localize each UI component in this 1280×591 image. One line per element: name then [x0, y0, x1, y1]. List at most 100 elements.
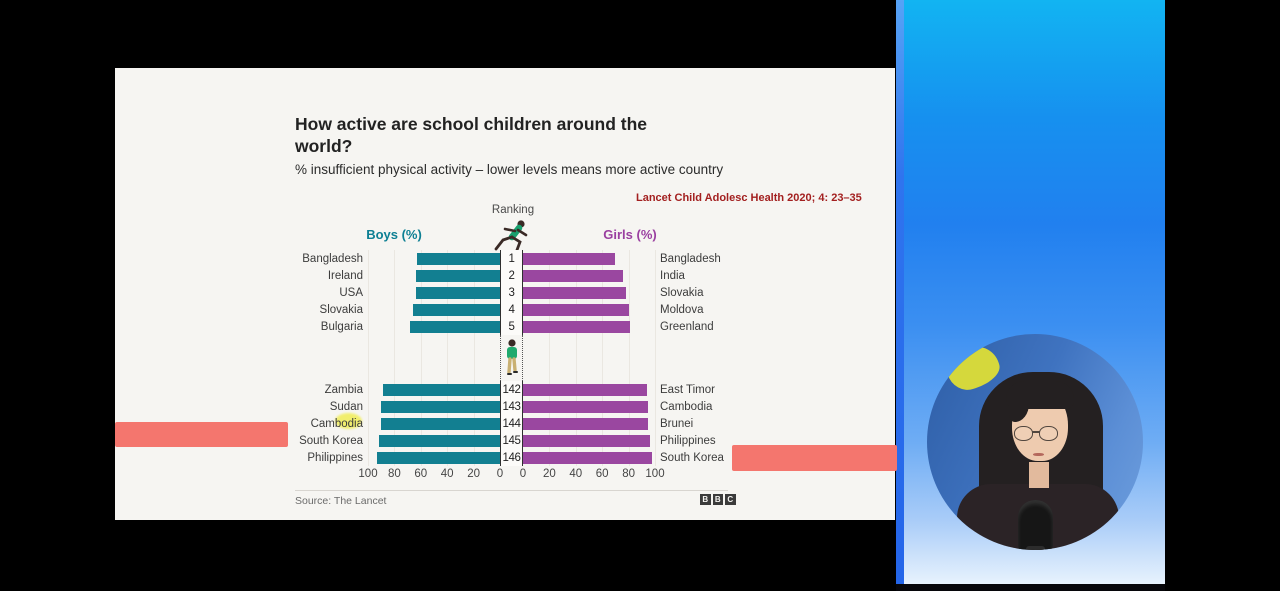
chart-row: Bulgaria 5 Greenland: [115, 318, 895, 335]
axis-tick-label: 40: [569, 468, 583, 480]
girls-country-label: Brunei: [660, 417, 694, 430]
girls-bar: [523, 286, 626, 299]
microphone-clamp: [1026, 546, 1045, 550]
boys-bar: [381, 400, 500, 413]
girls-bar: [523, 269, 624, 282]
boys-bar-zone: [368, 415, 500, 432]
girls-series-label: Girls (%): [603, 227, 657, 242]
bbc-logo-letter: C: [725, 494, 736, 505]
microphone-icon: [1018, 500, 1053, 550]
boys-bar: [415, 286, 500, 299]
yellow-highlight-marker: [335, 413, 362, 429]
footer-divider: [295, 490, 728, 491]
girls-bar-zone: [523, 267, 655, 284]
rank-number: 144: [502, 417, 521, 430]
chart-row: South Korea 145 Philippines: [115, 432, 895, 449]
speaker-mouth: [1033, 453, 1044, 457]
rank-number: 146: [502, 451, 521, 464]
speaker-bang-sweep: [1009, 396, 1029, 422]
girls-bar: [523, 383, 648, 396]
citation-reference: Lancet Child Adolesc Health 2020; 4: 23–…: [636, 192, 862, 204]
girls-bar: [523, 434, 650, 447]
axis-tick-label: 40: [440, 468, 454, 480]
girls-bar: [523, 400, 648, 413]
sedentary-person-icon: [506, 339, 518, 375]
boys-bar-zone: [368, 284, 500, 301]
glasses-bridge: [1032, 431, 1040, 433]
boys-bar: [382, 383, 500, 396]
panel-bottom-black-bar: [896, 584, 1165, 591]
axis-tick-label: 100: [358, 468, 378, 480]
bbc-logo-letter: B: [700, 494, 711, 505]
girls-country-label: East Timor: [660, 383, 715, 396]
boys-bar: [416, 252, 500, 265]
boys-bar-zone: [368, 301, 500, 318]
glasses-right-lens: [1039, 426, 1058, 441]
axis-tick-label: 0: [519, 468, 527, 480]
chart-row: Cambodia 144 Brunei: [115, 415, 895, 432]
rank-value: 142: [500, 381, 523, 398]
axis-tick-label: 20: [542, 468, 556, 480]
runner-icon: [494, 220, 528, 252]
panel-left-border: [896, 0, 904, 591]
rank-value: 4: [500, 301, 523, 318]
gridline: [447, 250, 449, 466]
girls-bar-zone: [523, 415, 655, 432]
boys-bar-zone: [368, 267, 500, 284]
boys-bar-zone: [368, 318, 500, 335]
chart-bottom-ranked-section: Zambia 142 East Timor Sudan 143 Cambodia Cambo…: [115, 381, 895, 466]
slide-title: How active are school children around th…: [295, 114, 648, 157]
girls-country-label: Philippines: [660, 434, 716, 447]
chart-row: USA 3 Slovakia: [115, 284, 895, 301]
rank-value: 5: [500, 318, 523, 335]
boys-bar: [376, 451, 500, 464]
boys-bar: [410, 320, 500, 333]
girls-bar: [523, 320, 630, 333]
chart-row: Zambia 142 East Timor: [115, 381, 895, 398]
boys-country-label: Ireland: [327, 269, 363, 282]
rank-number: 142: [502, 383, 521, 396]
girls-bar-zone: [523, 449, 655, 466]
boys-series-label: Boys (%): [366, 227, 422, 242]
rank-value: 3: [500, 284, 523, 301]
slide-subtitle: % insufficient physical activity – lower…: [295, 162, 724, 177]
boys-country-label: Bangladesh: [302, 252, 363, 265]
chart-row: Slovakia 4 Moldova: [115, 301, 895, 318]
rank-number: 5: [508, 320, 515, 333]
pink-highlight-bar-left: [115, 422, 288, 447]
rank-number: 1: [508, 252, 515, 265]
boys-country-label: Slovakia: [319, 303, 363, 316]
girls-bar-zone: [523, 432, 655, 449]
gridline: [602, 250, 604, 466]
rank-gap-divider: [500, 335, 523, 381]
boys-bar-zone: [368, 432, 500, 449]
boys-bar-zone: [368, 381, 500, 398]
pink-highlight-bar-right: [732, 445, 897, 471]
boys-bar: [412, 303, 500, 316]
speaker-video-circle: [927, 334, 1143, 550]
chart-row: Philippines 146 South Korea: [115, 449, 895, 466]
rank-number: 143: [502, 400, 521, 413]
girls-bar: [523, 417, 649, 430]
ranking-label: Ranking: [491, 204, 535, 216]
chart-row: Ireland 2 India: [115, 267, 895, 284]
girls-country-label: Cambodia: [660, 400, 713, 413]
rank-value: 143: [500, 398, 523, 415]
boys-bar: [380, 417, 500, 430]
axis-tick-label: 100: [645, 468, 665, 480]
boys-bar-zone: [368, 449, 500, 466]
girls-country-label: South Korea: [660, 451, 724, 464]
gridline: [628, 250, 630, 466]
girls-bar: [523, 252, 616, 265]
girls-country-label: Slovakia: [660, 286, 704, 299]
bbc-logo-letter: B: [712, 494, 723, 505]
girls-bar-zone: [523, 318, 655, 335]
gridline: [420, 250, 422, 466]
rank-value: 145: [500, 432, 523, 449]
boys-country-label: Zambia: [324, 383, 363, 396]
girls-bar-zone: [523, 301, 655, 318]
girls-bar-zone: [523, 381, 655, 398]
girls-bar: [523, 451, 652, 464]
boys-country-label: Bulgaria: [320, 320, 363, 333]
